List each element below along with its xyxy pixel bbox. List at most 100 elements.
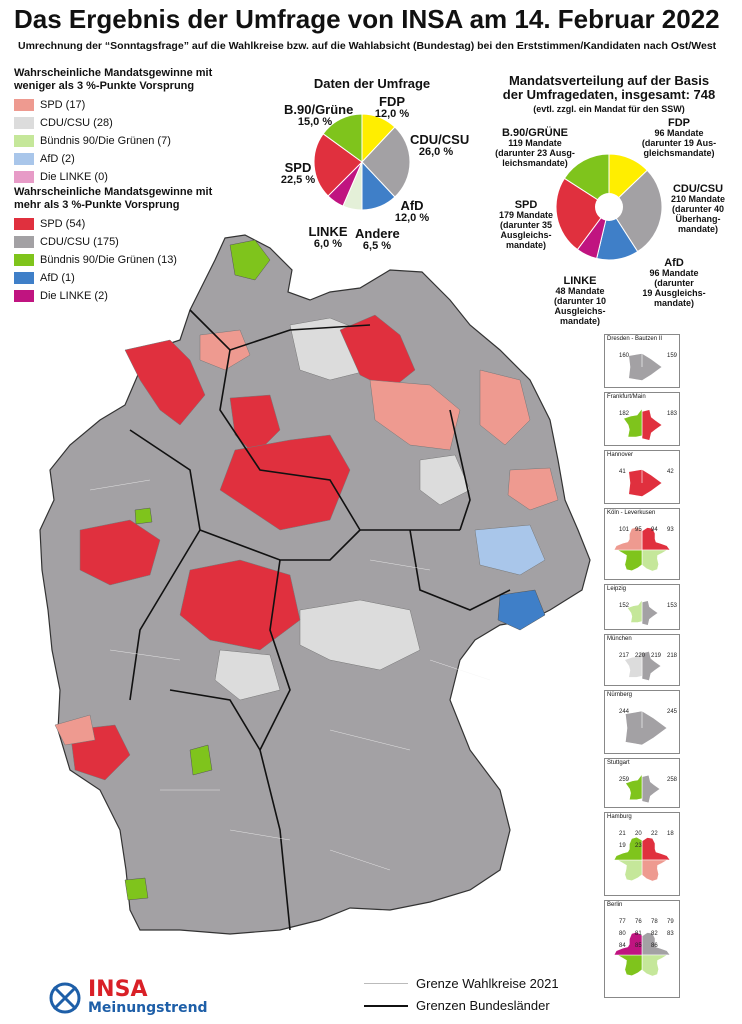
region-spd-weak-brandenburg (369, 379, 461, 451)
state-border-line (169, 689, 261, 751)
city-inset-title: Leipzig (607, 586, 627, 592)
seats-pie-slice (555, 177, 610, 251)
city-inset-title: München (607, 636, 632, 642)
insa-globe-icon (49, 982, 81, 1014)
region-spd-strong-bremen (229, 394, 281, 456)
city-inset-label: 82 (651, 931, 658, 937)
city-inset: Stuttgart 259 258 (604, 758, 680, 808)
city-inset-map: 77 76 78 79 80 81 82 83 84 85 86 (613, 919, 674, 977)
city-inset-district (613, 931, 643, 956)
seats-title-line1: Mandatsverteilung auf der Basis (508, 73, 710, 88)
germany-map (39, 234, 591, 935)
region-gruene-strong-north (229, 239, 271, 281)
wahlkreis-legend-label: Grenze Wahlkreise 2021 (416, 976, 559, 991)
city-inset-label: 79 (667, 919, 674, 925)
city-inset: Leipzig 152 153 (604, 584, 680, 630)
city-inset-label: 41 (619, 469, 626, 475)
legend-low-item: SPD (17) (14, 96, 234, 114)
legend-wahlkreise: Grenze Wahlkreise 2021 (364, 976, 559, 991)
legend-high-label: Bündnis 90/Die Grünen (13) (40, 254, 177, 266)
poll-pie-chart (313, 113, 411, 211)
constituency-borders (89, 479, 491, 871)
city-inset-map: 101 95 94 93 (613, 526, 674, 572)
poll-label-linke: LINKE 6,0 % (308, 224, 348, 250)
city-inset-map: 259 258 (619, 773, 678, 804)
legend-high-item: Bündnis 90/Die Grünen (13) (14, 251, 234, 269)
legend-laender: Grenzen Bundesländer (364, 998, 550, 1013)
legend-high-swatch (14, 236, 34, 248)
region-spd-strong-northwest (124, 339, 206, 426)
city-inset-map: 244 245 (619, 709, 678, 746)
legend-low-margin: Wahrscheinliche Mandatsgewinne mit wenig… (14, 67, 234, 186)
region-gruene-strong-heidelberg (189, 744, 213, 776)
region-afd-weak-saxony (474, 524, 546, 576)
city-inset: Dresden - Bautzen II 160 159 (604, 334, 680, 388)
seats-label-linke: LINKE 48 Mandate (darunter 10 Ausgleichs-ma… (553, 275, 606, 327)
city-inset-district (623, 407, 643, 438)
logo-tagline: Meinungstrend (88, 1000, 208, 1016)
legend-low-label: AfD (2) (40, 153, 75, 165)
city-inset-title: Hamburg (607, 814, 632, 820)
legend-high-heading: Wahrscheinliche Mandatsgewinne mit mehr … (14, 186, 213, 211)
city-inset-map: 41 42 (619, 468, 674, 497)
city-inset: Köln - Leverkusen 101 95 94 93 (604, 508, 680, 580)
legend-low-swatch (14, 171, 34, 183)
legend-low-swatch (14, 153, 34, 165)
region-gruene-strong-west (134, 507, 153, 525)
state-border-line (199, 529, 361, 561)
city-inset-label: 78 (651, 919, 658, 925)
poll-label-gruene: B.90/Grüne 15,0 % (284, 102, 354, 128)
city-inset-label: 19 (619, 843, 626, 849)
city-inset-label: 76 (635, 919, 642, 925)
city-inset-label: 81 (635, 931, 642, 937)
city-inset-label: 183 (667, 411, 678, 417)
city-inset-title: Stuttgart (607, 760, 630, 766)
city-inset-label: 153 (667, 603, 678, 609)
legend-low-swatch (14, 99, 34, 111)
region-spd-weak-lausitz (507, 467, 559, 511)
seats-pie-slice (608, 169, 663, 253)
poll-pie-slice (322, 113, 363, 163)
city-inset-label: 23 (635, 843, 642, 849)
logo-brand: INSA (88, 977, 148, 1002)
legend-high-label: CDU/CSU (175) (40, 236, 119, 248)
city-inset-district (628, 468, 663, 497)
city-inset-label: 218 (667, 653, 678, 659)
city-inset-label: 219 (651, 653, 662, 659)
city-inset-district (641, 859, 669, 882)
laender-legend-label: Grenzen Bundesländer (416, 998, 550, 1013)
legend-low-item: Bündnis 90/Die Grünen (7) (14, 132, 234, 150)
city-inset-title: Köln - Leverkusen (607, 510, 656, 516)
city-inset-district (641, 932, 671, 956)
city-inset: Frankfurt/Main 182 183 (604, 392, 680, 446)
city-inset-district (641, 409, 663, 441)
city-inset-district (616, 954, 643, 977)
region-spd-strong-ruhr (79, 519, 161, 586)
region-afd-strong-saxony (497, 589, 546, 631)
seats-label-cdu: CDU/CSU 210 Mandate (darunter 40 Überhang-m… (670, 183, 726, 235)
legend-low-heading: Wahrscheinliche Mandatsgewinne mit wenig… (14, 67, 213, 92)
city-inset-district (628, 352, 663, 381)
city-inset-map: 160 159 (619, 352, 678, 381)
city-inset-label: 20 (635, 831, 642, 837)
city-inset-label: 220 (635, 653, 646, 659)
legend-high-item: CDU/CSU (175) (14, 233, 234, 251)
city-inset-label: 159 (667, 353, 678, 359)
city-inset-label: 21 (619, 831, 626, 837)
legend-high-label: SPD (54) (40, 218, 86, 230)
city-inset-label: 22 (651, 831, 658, 837)
city-inset-label: 258 (667, 777, 678, 783)
legend-high-swatch (14, 290, 34, 302)
city-inset-map: 21 20 22 18 19 23 (613, 831, 674, 882)
city-inset-title: Nürnberg (607, 692, 633, 698)
seats-title-line2: der Umfragedaten, insgesamt: 748 (502, 87, 716, 102)
city-inset-label: 95 (635, 527, 642, 533)
city-inset-district (613, 526, 643, 551)
region-spd-weak-west (54, 714, 96, 746)
city-inset-district (616, 859, 643, 882)
city-inset-label: 259 (619, 777, 630, 783)
legend-high-label: AfD (1) (40, 272, 75, 284)
city-inset-label: 94 (651, 527, 658, 533)
seats-donut-chart (555, 153, 663, 261)
state-border-line (449, 409, 471, 531)
